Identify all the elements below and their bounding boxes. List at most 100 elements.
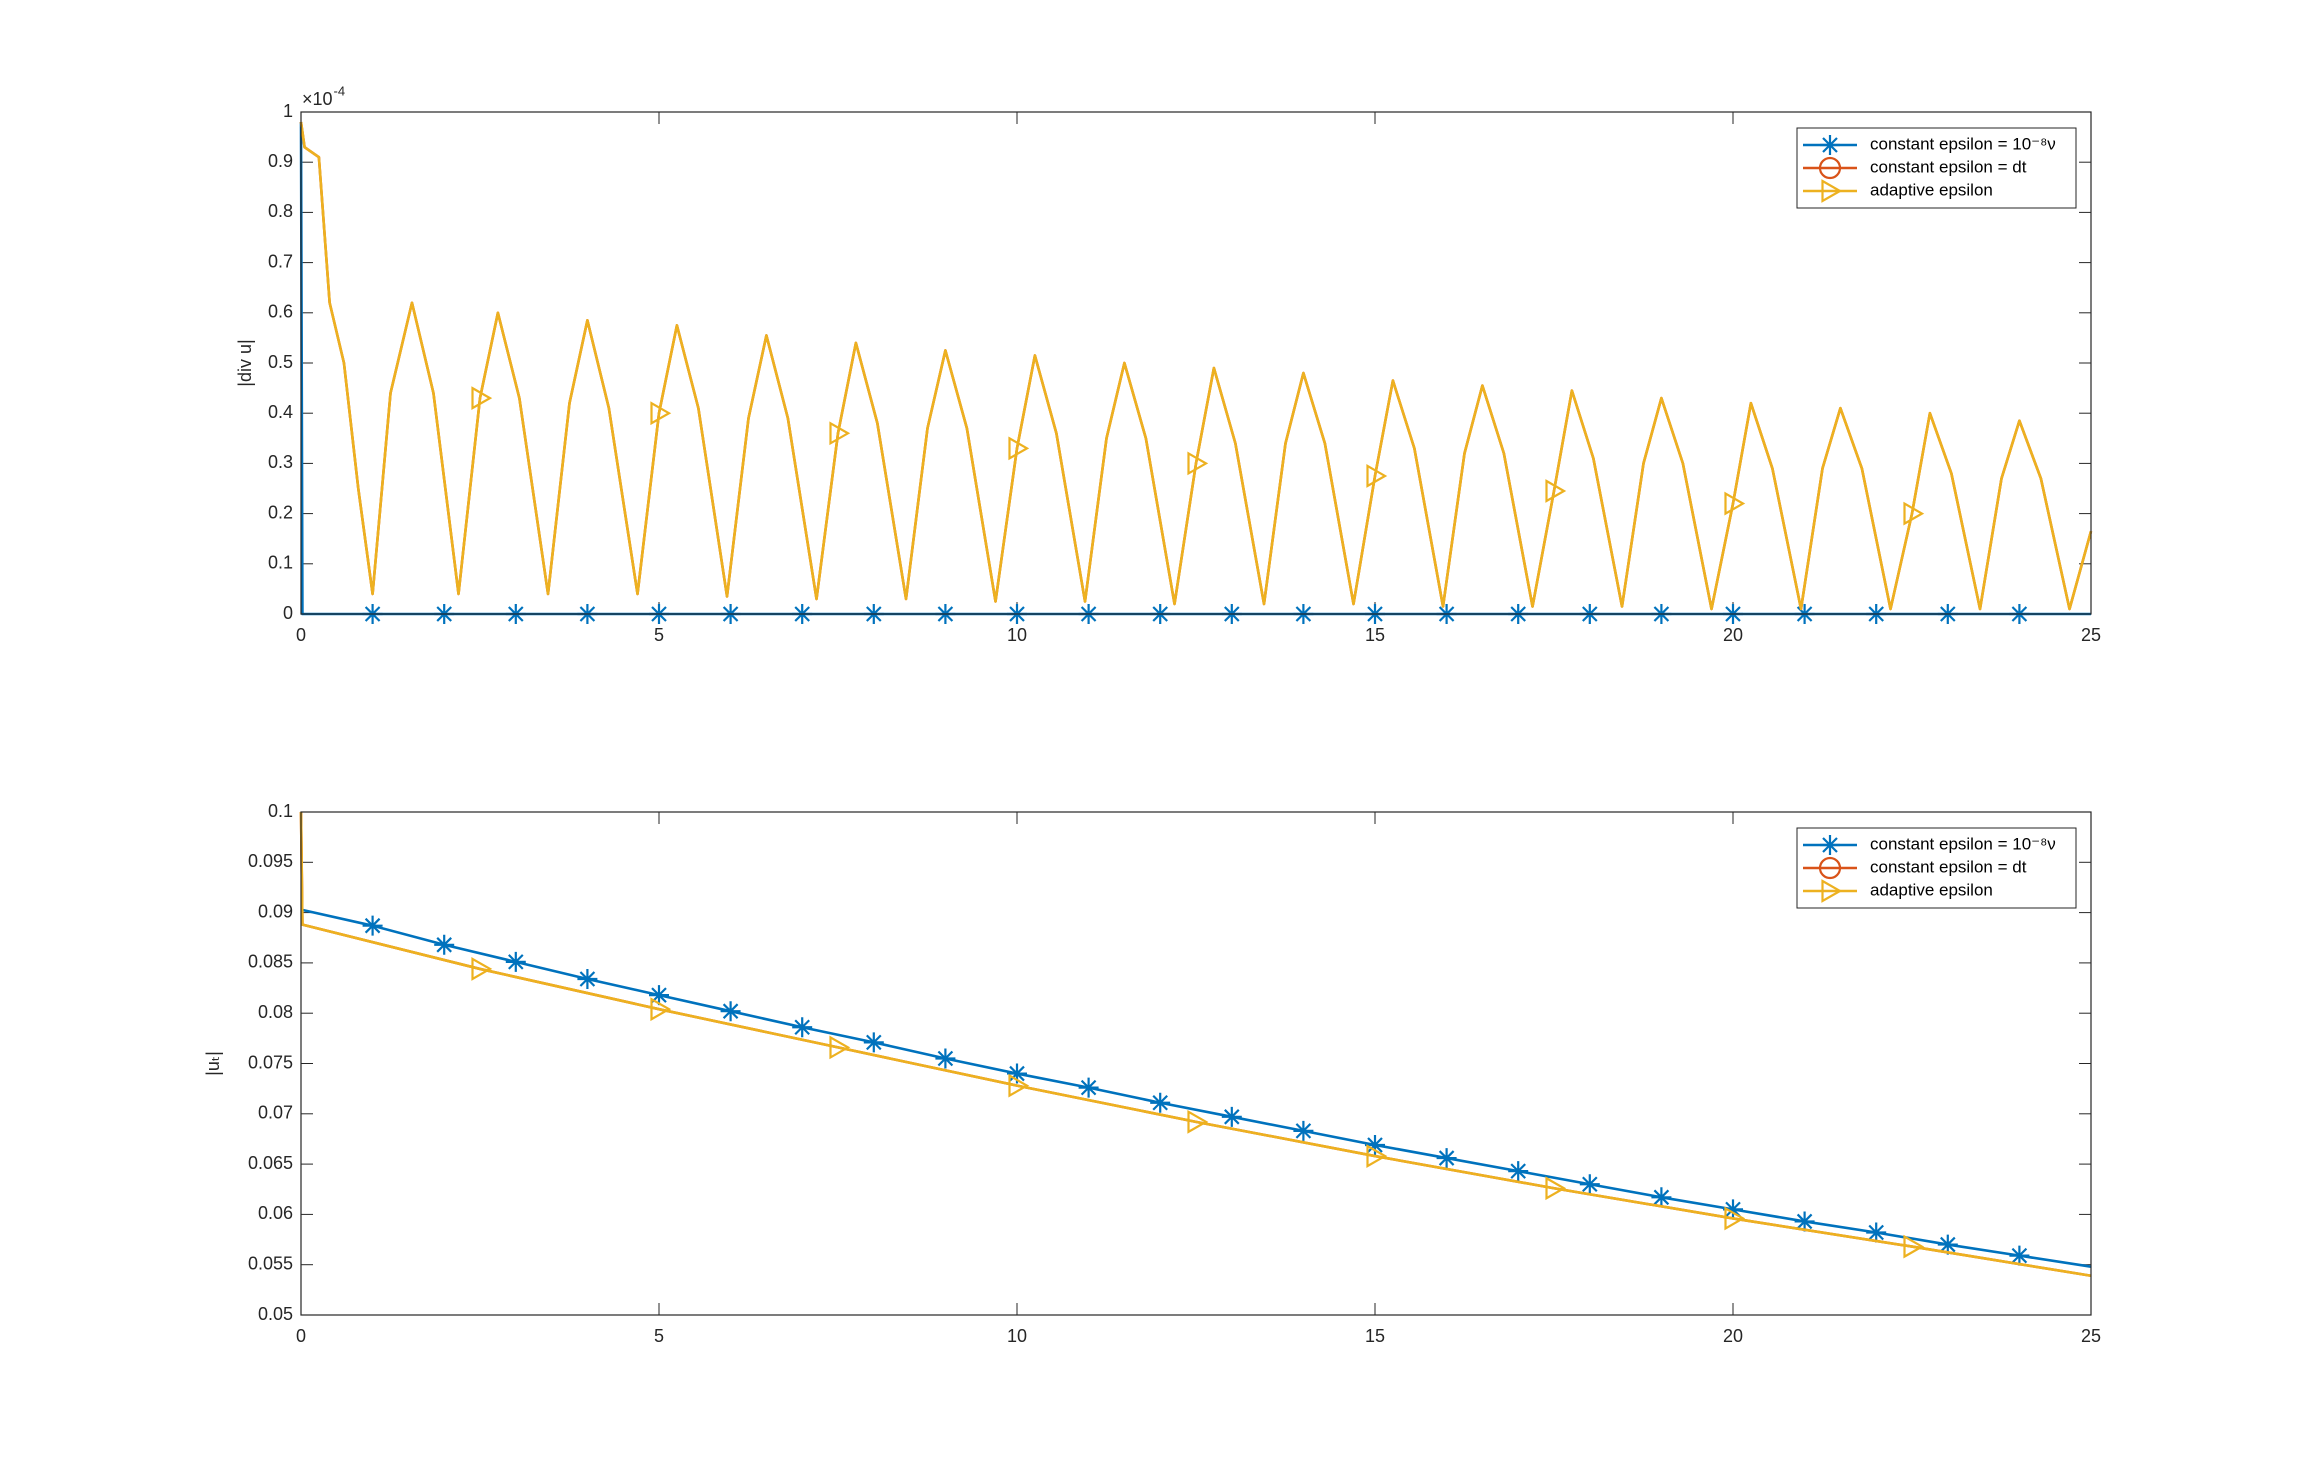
y-exponent: -4 [334, 83, 346, 98]
y-tick-label: 0.3 [268, 452, 293, 472]
legend-label: constant epsilon = 10⁻⁸ν [1870, 834, 2056, 853]
marker [1078, 1077, 1099, 1098]
marker [1008, 436, 1030, 461]
series-line [299, 811, 2092, 1278]
marker [1866, 1222, 1887, 1243]
y-tick-label: 0.1 [268, 553, 293, 573]
y-tick-label: 0.6 [268, 302, 293, 322]
axes-box [300, 811, 2092, 1316]
marker [1365, 1134, 1385, 1155]
marker [649, 985, 669, 1006]
y-tick-label: 0.05 [258, 1304, 293, 1324]
marker [1651, 1187, 1672, 1208]
marker [1508, 1161, 1529, 1182]
legend-label: adaptive epsilon [1870, 880, 1993, 899]
marker [1221, 1106, 1242, 1127]
x-tick-label: 20 [1723, 625, 1743, 645]
legend-marker [1818, 856, 1842, 880]
marker [471, 957, 493, 981]
series-line [299, 121, 2093, 611]
y-tick-label: 0.095 [248, 851, 293, 871]
marker [1187, 451, 1209, 476]
y-tick-label: 0.5 [268, 352, 293, 372]
marker [1903, 501, 1925, 526]
legend-marker [1821, 179, 1843, 203]
marker [1293, 1120, 1314, 1141]
marker [1724, 491, 1746, 516]
marker [471, 386, 493, 411]
y-tick-label: 0.9 [268, 151, 293, 171]
y-tick-label: 0.065 [248, 1153, 293, 1173]
marker [1007, 1063, 1027, 1084]
y-tick-label: 1 [283, 101, 293, 121]
y-tick-label: 0.2 [268, 502, 293, 522]
marker [935, 1048, 956, 1069]
marker [720, 1001, 741, 1022]
legend-marker [1820, 135, 1840, 155]
y-tick-label: 0.06 [258, 1203, 293, 1223]
marker [1937, 1234, 1958, 1255]
marker [1545, 1176, 1567, 1201]
marker [1545, 479, 1567, 503]
marker [1724, 1206, 1746, 1231]
marker [434, 934, 455, 955]
y-axis-label: |div u| [235, 339, 255, 386]
marker [1436, 1148, 1457, 1169]
legend-label: adaptive epsilon [1870, 180, 1993, 199]
marker [362, 915, 383, 936]
x-tick-label: 10 [1007, 1326, 1027, 1346]
y-axis-label: |uₜ| [203, 1051, 223, 1076]
y-tick-label: 0.4 [268, 402, 293, 422]
marker [1723, 1199, 1743, 1220]
y-tick-label: 0 [283, 603, 293, 623]
x-tick-label: 0 [296, 625, 306, 645]
marker [650, 997, 672, 1022]
x-tick-label: 25 [2081, 625, 2101, 645]
legend-label: constant epsilon = 10⁻⁸ν [1870, 134, 2056, 153]
legend-label: constant epsilon = dt [1870, 157, 2027, 176]
x-tick-label: 5 [654, 1326, 664, 1346]
legend-marker [1820, 835, 1840, 855]
y-multiplier: ×10 [302, 89, 333, 109]
y-tick-label: 0.085 [248, 952, 293, 972]
y-tick-label: 0.09 [258, 901, 293, 921]
y-tick-label: 0.1 [268, 801, 293, 821]
plot-area [301, 812, 2091, 1315]
legend-marker [1818, 156, 1842, 180]
y-tick-label: 0.8 [268, 201, 293, 221]
marker [1008, 1073, 1030, 1098]
marker [792, 1017, 813, 1038]
marker [577, 968, 598, 989]
x-tick-label: 0 [296, 1326, 306, 1346]
x-tick-label: 25 [2081, 1326, 2101, 1346]
marker [1794, 1211, 1815, 1232]
axes-box [300, 111, 2092, 615]
marker [863, 1032, 884, 1053]
y-tick-label: 0.075 [248, 1052, 293, 1072]
x-tick-label: 15 [1365, 625, 1385, 645]
x-tick-label: 20 [1723, 1326, 1743, 1346]
plot-area [301, 112, 2091, 614]
marker [1366, 464, 1388, 488]
marker [1150, 1092, 1171, 1113]
y-tick-label: 0.7 [268, 251, 293, 271]
marker [1903, 1234, 1925, 1259]
legend-marker [1821, 879, 1843, 903]
marker [1187, 1109, 1209, 1134]
x-tick-label: 10 [1007, 625, 1027, 645]
marker [829, 421, 851, 446]
marker [1366, 1144, 1388, 1168]
series-line [300, 908, 2092, 1268]
marker [505, 951, 526, 972]
y-tick-label: 0.07 [258, 1103, 293, 1123]
marker [1579, 1174, 1600, 1195]
marker [2009, 1245, 2030, 1266]
y-tick-label: 0.055 [248, 1253, 293, 1273]
y-tick-label: 0.08 [258, 1002, 293, 1022]
x-tick-label: 15 [1365, 1326, 1385, 1346]
marker [650, 401, 672, 426]
x-tick-label: 5 [654, 625, 664, 645]
marker [829, 1035, 851, 1060]
legend-label: constant epsilon = dt [1870, 857, 2027, 876]
